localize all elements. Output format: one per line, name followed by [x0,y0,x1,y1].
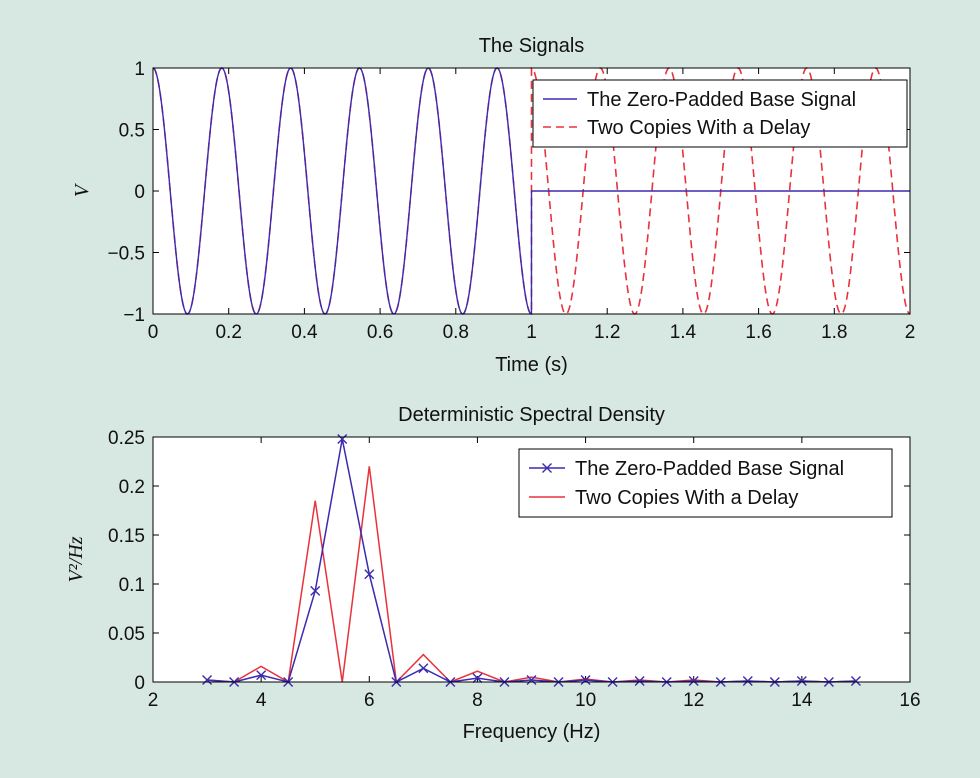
y-tick-label: 0 [134,182,145,203]
chart-title: Deterministic Spectral Density [398,404,665,426]
legend-label-base: The Zero-Padded Base Signal [587,89,856,111]
data-point-marker [337,433,348,444]
x-tick-label: 8 [472,690,483,711]
legend: The Zero-Padded Base Signal Two Copies Wi… [532,79,908,148]
y-tick-label: 0.2 [119,477,145,498]
legend-label-base: The Zero-Padded Base Signal [575,458,844,480]
data-point-marker [634,676,645,687]
y-tick-label: 0.05 [108,624,145,645]
legend-marker-base [542,463,552,473]
x-tick-label: 1.2 [594,322,620,343]
signals-plot: 0 0.2 0.4 0.6 0.8 1 1.2 1.4 1.6 1.8 2 −1 −0.5 0 0.5 1 Th… [71,35,915,376]
data-point-marker [472,673,483,684]
data-point-marker [418,663,429,674]
x-axis-label: Frequency (Hz) [463,721,601,743]
x-tick-label: 1.4 [670,322,697,343]
legend: The Zero-Padded Base Signal Two Copies Wi… [518,448,893,518]
x-tick-label: 1 [526,322,537,343]
y-axis-label: V²/Hz [65,536,87,582]
y-tick-label: 0.25 [108,428,145,449]
x-tick-label: 0.2 [215,322,241,343]
x-tick-label: 0.6 [367,322,393,343]
x-tick-label: 2 [905,322,916,343]
x-tick-label: 2 [148,690,159,711]
x-axis-label: Time (s) [495,354,568,376]
data-point-marker [742,676,753,687]
y-tick-label: 0.1 [119,575,145,596]
y-tick-label: 0.5 [119,121,145,142]
x-tick-label: 16 [899,690,920,711]
axes-box [152,67,911,315]
x-tick-label: 1.6 [745,322,771,343]
x-tick-label: 10 [575,690,596,711]
y-axis-label: V [71,182,93,197]
x-tick-label: 0.4 [291,322,318,343]
x-tick-label: 6 [364,690,375,711]
x-tick-label: 14 [791,690,813,711]
spectral-density-plot: 2 4 6 8 10 12 14 16 0 0.05 0.1 0.15 0.2 0.25 Determini… [65,404,921,743]
x-tick-label: 0.8 [443,322,469,343]
axes-box [152,436,911,683]
data-point-marker [796,676,807,687]
data-point-marker [256,670,267,681]
series-zero-padded-line [152,67,910,315]
data-point-marker [688,676,699,687]
y-tick-label: 0 [134,673,145,694]
legend-box [518,448,893,518]
data-point-marker [310,585,321,596]
data-point-marker [526,675,537,686]
y-tick-label: 1 [134,59,145,80]
y-tick-label: −0.5 [107,244,145,265]
y-tick-label: −1 [123,305,145,326]
data-point-marker [580,675,591,686]
data-point-marker [364,569,375,580]
legend-label-delayed: Two Copies With a Delay [587,117,810,139]
data-point-marker [202,675,213,686]
x-tick-label: 4 [256,690,267,711]
legend-box [532,79,908,148]
legend-label-delayed: Two Copies With a Delay [575,487,798,509]
x-tick-label: 0 [148,322,159,343]
x-tick-label: 1.8 [821,322,847,343]
x-tick-label: 12 [683,690,704,711]
data-point-marker [850,676,861,687]
y-tick-label: 0.15 [108,526,145,547]
chart-title: The Signals [479,35,585,57]
